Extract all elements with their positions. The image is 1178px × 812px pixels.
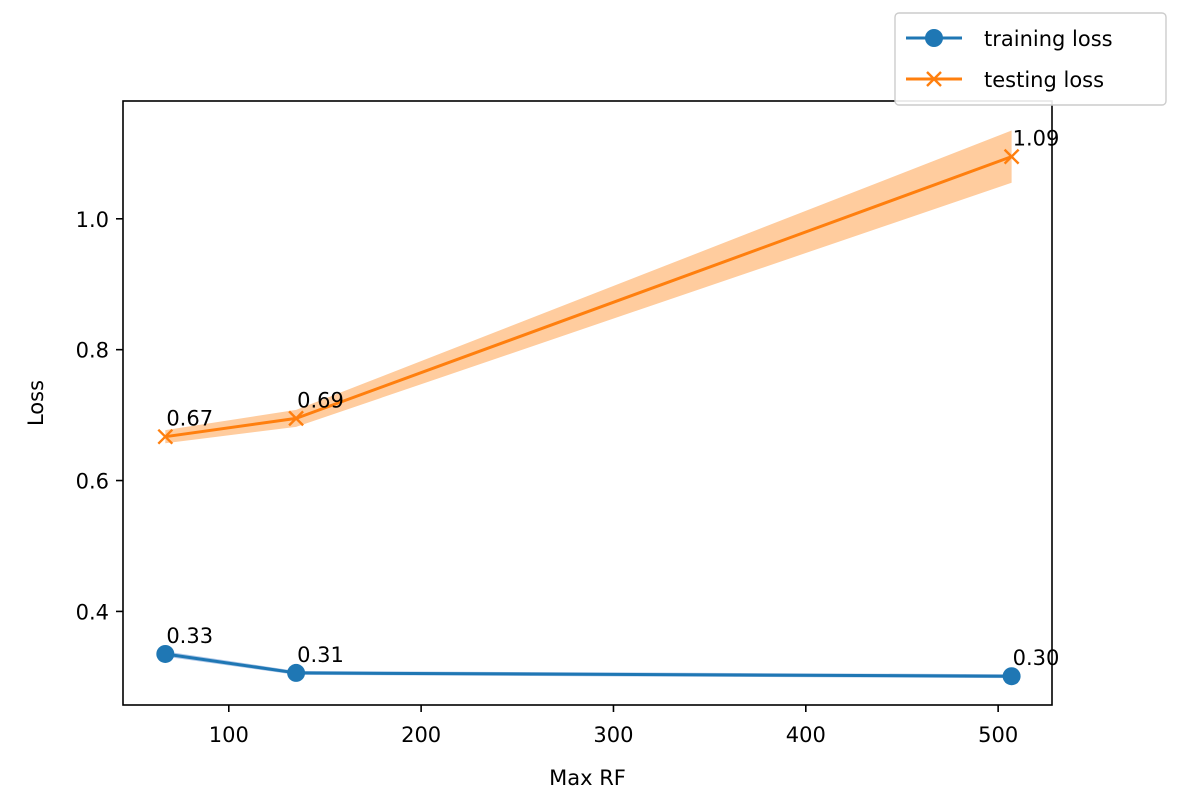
series-1-point-1 — [288, 410, 304, 427]
legend-item-0: training loss — [906, 27, 1113, 51]
series-0-data-label-1: 0.31 — [297, 643, 344, 667]
series-1-data-label-0: 0.67 — [166, 407, 213, 431]
y-tick-label-2: 0.8 — [76, 339, 109, 363]
y-axis-label: Loss — [24, 380, 48, 426]
legend-circle-marker — [925, 29, 943, 47]
x-tick-label-3: 400 — [786, 723, 826, 747]
legend: training loss testing loss — [894, 12, 1167, 106]
series-0-point-0 — [156, 644, 175, 663]
x-axis-ticks: 100 200 300 400 500 — [209, 705, 1018, 747]
y-tick-label-1: 0.6 — [76, 470, 109, 494]
x-tick-label-0: 100 — [209, 723, 249, 747]
confidence-bands — [165, 130, 1012, 679]
x-axis-label: Max RF — [549, 766, 626, 790]
legend-label-1: testing loss — [984, 68, 1104, 92]
series-0-point-1 — [287, 663, 306, 682]
legend-frame — [894, 12, 1167, 106]
series-1-band — [165, 130, 1012, 444]
y-axis-ticks: 0.4 0.6 0.8 1.0 — [76, 208, 123, 624]
series-0-point-2 — [1002, 667, 1021, 686]
x-tick-label-4: 500 — [978, 723, 1018, 747]
x-tick-label-1: 200 — [401, 723, 441, 747]
series-markers — [156, 148, 1021, 686]
y-tick-label-0: 0.4 — [76, 600, 109, 624]
series-1-point-0 — [157, 428, 174, 445]
series-0-band — [165, 651, 1012, 679]
legend-label-0: training loss — [984, 27, 1113, 51]
legend-item-1: testing loss — [906, 68, 1104, 92]
y-tick-label-3: 1.0 — [76, 208, 109, 232]
series-1-data-label-1: 0.69 — [297, 388, 344, 412]
x-tick-label-2: 300 — [593, 723, 633, 747]
series-0-data-label-0: 0.33 — [166, 624, 213, 648]
series-1-point-2 — [1003, 148, 1020, 165]
plot-area-frame — [122, 100, 1053, 706]
